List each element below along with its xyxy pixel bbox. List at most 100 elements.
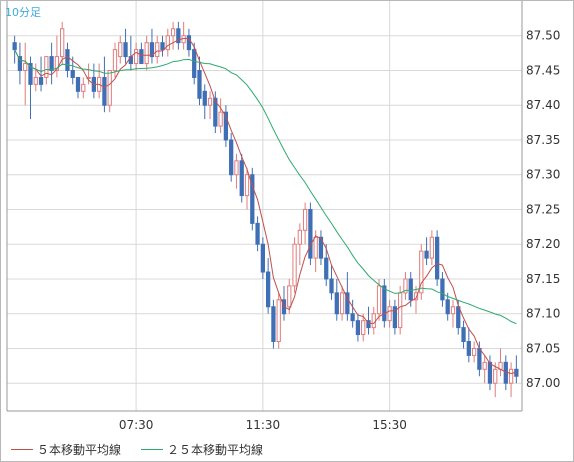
candle-down (435, 236, 440, 280)
candle-down (266, 271, 271, 308)
candle-up (450, 306, 456, 315)
y-tick-label: 87.00 (526, 376, 560, 390)
candle-down (192, 49, 197, 78)
candle-down (239, 160, 244, 197)
candle-up (133, 49, 139, 65)
y-tick-label: 87.50 (526, 29, 560, 43)
period-label: 10分足 (5, 6, 41, 19)
candle-down (75, 76, 81, 92)
candle-down (229, 139, 234, 176)
candle-down (487, 361, 493, 384)
candle-up (107, 69, 112, 106)
candle-up (23, 63, 28, 71)
legend-ma5: ５本移動平均線 (11, 442, 122, 457)
candle-up (376, 285, 382, 315)
candle-up (33, 76, 38, 85)
ma25-line (14, 49, 517, 325)
candle-down (223, 111, 229, 141)
candle-down (102, 76, 107, 106)
candle-up (44, 56, 49, 78)
candle-down (123, 42, 128, 58)
candle-up (403, 278, 408, 294)
candle-up (482, 361, 487, 370)
candle-up (234, 160, 239, 176)
candle-down (350, 313, 355, 322)
ma5-line (14, 38, 517, 375)
candle-up (276, 299, 281, 343)
candle-down (445, 299, 450, 315)
legend-ma5-label: ５本移動平均線 (37, 442, 122, 457)
candle-down (466, 341, 471, 356)
candle-down (366, 320, 371, 329)
candle-up (207, 97, 213, 106)
candle-up (339, 292, 345, 315)
candle-down (461, 327, 466, 343)
candle-down (149, 42, 155, 58)
candle-down (197, 69, 202, 99)
candle-up (60, 28, 65, 58)
candle-down (408, 278, 413, 301)
candle-up (244, 174, 250, 197)
candle-down (202, 90, 207, 106)
legend-ma25: ２５本移動平均線 (141, 442, 264, 457)
candle-down (250, 174, 255, 224)
candle-up (413, 292, 419, 301)
legend-ma25-label: ２５本移動平均線 (167, 442, 264, 457)
candle-up (387, 306, 392, 322)
candle-down (318, 236, 324, 259)
candle-down (213, 97, 218, 127)
candle-down (424, 250, 429, 259)
candle-down (160, 42, 165, 51)
y-tick-label: 87.40 (526, 98, 560, 112)
candle-down (38, 76, 44, 85)
candle-down (440, 278, 445, 301)
candle-up (371, 313, 376, 329)
candle-up (419, 250, 424, 294)
candle-down (329, 278, 334, 294)
candle-down (355, 320, 361, 336)
candle-down (17, 56, 23, 71)
candle-up (287, 285, 292, 308)
y-tick-label: 87.35 (526, 133, 560, 147)
candle-up (165, 35, 170, 51)
candle-down (176, 28, 181, 44)
candle-down (456, 306, 461, 329)
y-tick-label: 87.45 (526, 63, 560, 77)
candle-down (308, 208, 313, 259)
candle-up (471, 347, 477, 356)
x-tick-label: 11:30 (246, 418, 281, 432)
candle-up (144, 42, 149, 65)
candle-up (429, 236, 434, 259)
candle-up (112, 49, 118, 71)
candle-down (345, 292, 350, 315)
candle-down (70, 69, 75, 78)
candle-down (65, 49, 70, 71)
y-tick-label: 87.15 (526, 272, 560, 286)
candle-down (28, 63, 33, 85)
y-tick-label: 87.10 (526, 307, 560, 321)
x-tick-label: 15:30 (372, 418, 407, 432)
candle-down (260, 243, 265, 273)
y-tick-label: 87.30 (526, 168, 560, 182)
candle-down (477, 347, 482, 370)
candle-down (392, 306, 398, 329)
candle-up (313, 236, 318, 259)
x-tick-label: 07:30 (119, 418, 154, 432)
candle-up (118, 42, 123, 58)
candle-down (49, 56, 54, 71)
candle-up (297, 229, 302, 245)
candle-down (255, 222, 260, 245)
legend-ma5-swatch (11, 448, 33, 450)
y-tick-label: 87.05 (526, 341, 560, 355)
candle-down (186, 35, 192, 51)
y-tick-label: 87.20 (526, 237, 560, 251)
candle-down (12, 42, 17, 51)
candle-down (324, 257, 329, 280)
candle-up (361, 320, 366, 336)
y-tick-label: 87.25 (526, 202, 560, 216)
candle-down (334, 292, 339, 315)
candle-down (382, 285, 387, 322)
candle-up (218, 111, 223, 127)
